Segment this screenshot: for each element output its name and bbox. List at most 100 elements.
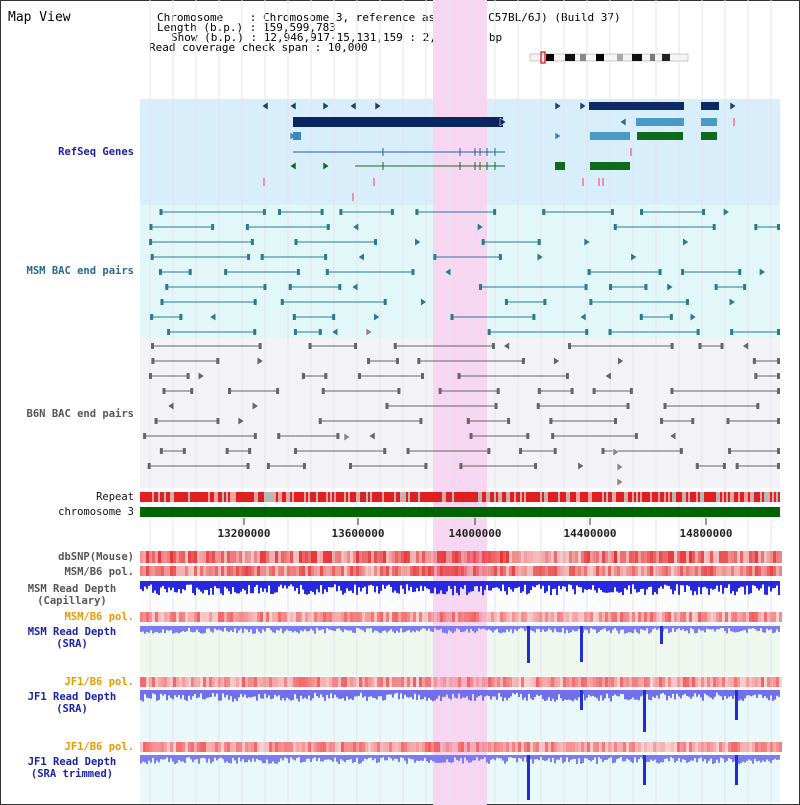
b6n-bac-pair-end <box>629 388 633 394</box>
jf1-sra-depth <box>390 690 392 695</box>
repeat-segment <box>758 492 760 502</box>
repeat-segment <box>546 492 548 502</box>
msm-capillary-depth <box>224 581 226 587</box>
repeat-segment <box>362 492 364 502</box>
msm-b6-pol-2-cell <box>518 612 521 622</box>
repeat-segment <box>176 492 178 502</box>
jf1-b6-pol-cell <box>476 677 479 687</box>
jf1-trim-depth <box>630 755 632 762</box>
jf1-b6-pol-2-cell <box>146 742 149 752</box>
msm-sra-depth <box>404 626 406 632</box>
jf1-trim-depth <box>778 755 780 760</box>
dbsnp-cell <box>500 551 503 563</box>
msm-bac-pair-end <box>280 299 284 305</box>
msm-capillary-depth <box>604 581 606 593</box>
msm-capillary-depth <box>192 581 194 593</box>
jf1-b6-pol-cell <box>209 677 212 687</box>
msm-capillary-depth <box>690 581 692 591</box>
repeat-segment <box>430 492 432 502</box>
jf1-b6-pol-2-cell <box>194 742 197 752</box>
msm-b6-pol-2-cell <box>764 612 767 622</box>
msm-capillary-depth <box>572 581 574 590</box>
repeat-segment <box>644 492 646 502</box>
repeat-segment <box>666 492 668 502</box>
jf1-b6-pol-cell <box>770 677 773 687</box>
jf1-b6-pol-2-cell <box>347 742 350 752</box>
msm-b6-pol-cell <box>542 566 545 576</box>
jf1-trim-depth <box>358 755 360 764</box>
msm-sra-depth <box>646 626 648 629</box>
jf1-b6-pol-2-cell <box>644 742 647 752</box>
repeat-segment <box>262 492 264 502</box>
jf1-trim-depth <box>234 755 236 761</box>
jf1-b6-pol-2-cell <box>485 742 488 752</box>
repeat-segment <box>206 492 208 502</box>
b6n-bac-pair-end <box>754 373 758 379</box>
msm-b6-pol-cell <box>680 566 683 576</box>
msm-b6-pol-cell <box>767 566 770 576</box>
jf1-trim-depth <box>174 755 176 765</box>
track-label-msm-bac[interactable]: MSM BAC end pairs <box>26 265 134 277</box>
jf1-trim-depth <box>498 755 500 759</box>
dbsnp-cell <box>254 551 257 563</box>
msm-b6-pol-cell <box>710 566 713 576</box>
msm-b6-pol-2-cell <box>305 612 308 622</box>
b6n-bac-pair-end <box>348 463 352 469</box>
jf1-b6-pol-cell <box>395 677 398 687</box>
msm-b6-pol-2-cell <box>560 612 563 622</box>
msm-capillary-depth <box>328 581 330 587</box>
jf1-b6-pol-cell <box>443 677 446 687</box>
jf1-trim-depth <box>488 755 490 764</box>
jf1-b6-pol-2-cell <box>494 742 497 752</box>
track-label-refseq[interactable]: RefSeq Genes <box>58 146 134 158</box>
b6n-bac-pair-end <box>294 448 298 454</box>
repeat-segment <box>278 492 280 502</box>
jf1-trim-depth <box>442 755 444 763</box>
msm-b6-pol-2-cell <box>347 612 350 622</box>
jf1-trim-depth <box>536 755 538 760</box>
repeat-segment <box>698 492 700 502</box>
msm-sra-depth <box>614 626 616 629</box>
jf1-trim-depth <box>692 755 694 761</box>
msm-capillary-depth <box>392 581 394 593</box>
jf1-trim-depth <box>730 755 732 760</box>
msm-b6-pol-cell <box>479 566 482 576</box>
msm-bac-pair-end <box>589 299 593 305</box>
dbsnp-cell <box>599 551 602 563</box>
jf1-sra-depth <box>252 690 254 697</box>
repeat-segment <box>418 492 420 502</box>
msm-sra-depth <box>376 626 378 631</box>
msm-capillary-depth <box>526 581 528 595</box>
jf1-b6-pol-cell <box>260 677 263 687</box>
msm-b6-pol-cell <box>242 566 245 576</box>
jf1-trim-depth <box>332 755 334 762</box>
jf1-sra-depth <box>140 690 142 701</box>
msm-b6-pol-2-cell <box>611 612 614 622</box>
msm-b6-pol-2-cell <box>476 612 479 622</box>
msm-b6-pol-2-cell <box>260 612 263 622</box>
msm-b6-pol-2-cell <box>308 612 311 622</box>
msm-b6-pol-2-cell <box>221 612 224 622</box>
b6n-bac-pair-end <box>383 448 387 454</box>
msm-sra-depth <box>590 626 592 629</box>
repeat-segment <box>728 492 730 502</box>
jf1-sra-depth <box>314 690 316 693</box>
msm-sra-depth <box>608 626 610 631</box>
msm-sra-depth <box>298 626 300 634</box>
jf1-b6-pol-2-cell <box>725 742 728 752</box>
msm-capillary-depth <box>418 581 420 592</box>
track-label-b6n-bac[interactable]: B6N BAC end pairs <box>26 408 134 420</box>
jf1-sra-depth <box>200 690 202 694</box>
msm-b6-pol-2-cell <box>725 612 728 622</box>
dbsnp-cell <box>422 551 425 563</box>
jf1-b6-pol-2-cell <box>248 742 251 752</box>
jf1-trim-depth <box>156 755 158 761</box>
msm-b6-pol-cell <box>494 566 497 576</box>
jf1-trim-depth <box>540 755 542 758</box>
msm-capillary-depth <box>438 581 440 594</box>
msm-capillary-depth <box>762 581 764 585</box>
jf1-sra-depth <box>690 690 692 699</box>
jf1-trim-depth <box>622 755 624 762</box>
msm-capillary-depth <box>454 581 456 586</box>
